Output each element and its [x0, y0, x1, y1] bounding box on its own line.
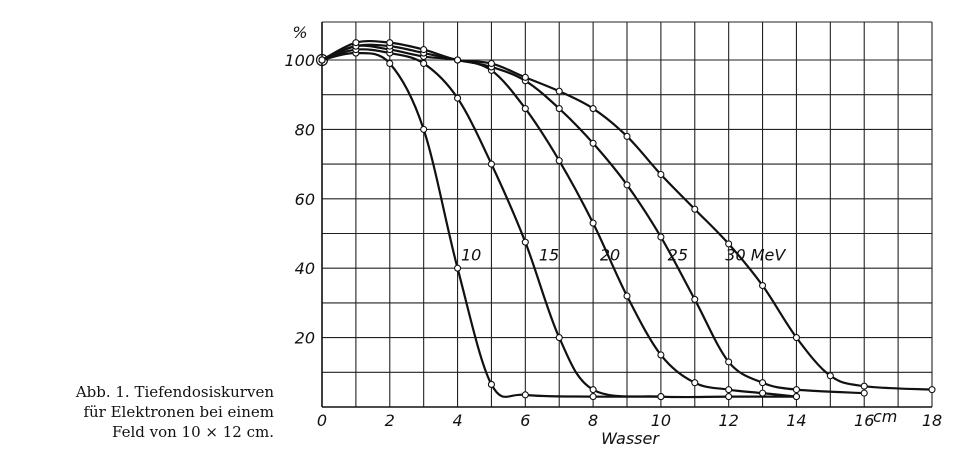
data-point	[759, 379, 767, 387]
x-tick-label: 10	[651, 411, 671, 430]
data-point	[318, 56, 326, 64]
data-point	[657, 351, 665, 359]
data-point	[487, 160, 495, 168]
data-point	[725, 386, 733, 394]
y-unit-label: %	[292, 23, 307, 42]
caption-line-1: Abb. 1. Tiefendosiskurven	[75, 383, 274, 401]
series-label: 15	[539, 245, 559, 264]
caption-line-3: Feld von 10 × 12 cm.	[111, 423, 274, 441]
y-tick-label: 20	[295, 329, 315, 348]
data-point	[521, 391, 529, 399]
data-point	[487, 59, 495, 68]
data-point	[386, 39, 394, 47]
caption-line-2: für Elektronen bei einem	[83, 403, 274, 421]
data-point	[589, 219, 597, 227]
x-tick-label: 18	[922, 411, 942, 430]
origin-marker	[315, 53, 329, 67]
data-point	[589, 139, 597, 147]
x-unit-label: cm	[873, 407, 897, 426]
data-point	[555, 87, 563, 95]
y-tick-labels: 20 40 60 80 100	[284, 51, 315, 348]
x-tick-label: 6	[520, 411, 530, 430]
x-tick-label: 16	[854, 411, 874, 430]
data-point	[555, 105, 563, 113]
data-point	[792, 334, 800, 342]
data-point	[589, 386, 597, 394]
x-axis-title: Wasser	[601, 429, 660, 448]
data-point	[555, 334, 563, 342]
data-point	[487, 380, 495, 388]
data-point	[725, 393, 733, 401]
data-point	[860, 389, 868, 397]
data-point	[386, 59, 394, 68]
x-tick-label: 12	[718, 411, 738, 430]
series-points	[315, 39, 936, 401]
chart-grid-horizontal	[322, 21, 932, 373]
x-tick-label: 2	[385, 411, 395, 430]
data-point	[759, 389, 767, 397]
data-point	[928, 386, 936, 394]
data-point	[521, 238, 529, 246]
data-point	[623, 181, 631, 189]
data-point	[623, 132, 631, 140]
y-tick-label: 40	[295, 259, 315, 278]
data-point	[454, 94, 462, 102]
data-point	[454, 56, 462, 64]
figure-caption: Abb. 1. Tiefendosiskurven für Elektronen…	[6, 382, 274, 442]
data-point	[420, 46, 428, 54]
x-tick-label: 8	[588, 411, 598, 430]
data-point	[589, 393, 597, 401]
data-point	[657, 393, 665, 401]
data-point	[623, 292, 631, 300]
data-point	[860, 382, 868, 390]
data-point	[352, 39, 360, 47]
y-tick-label: 60	[295, 190, 315, 209]
x-tick-labels: 0 2 4 6 8 10 12 14 16 18	[317, 411, 942, 430]
series-labels: 10 15 20 25 30 MeV	[461, 245, 786, 264]
y-tick-label: 100	[284, 51, 315, 70]
data-point	[521, 105, 529, 113]
chart-grid-vertical	[355, 22, 933, 407]
data-point	[826, 372, 834, 380]
data-point	[759, 281, 767, 290]
series-label: 20	[600, 245, 620, 264]
series-label: 30 MeV	[725, 245, 786, 264]
data-point	[691, 295, 699, 303]
y-tick-label: 80	[295, 120, 315, 139]
series-line	[321, 44, 797, 398]
series-label: 10	[461, 245, 481, 264]
data-point	[691, 379, 699, 387]
x-tick-label: 4	[452, 411, 462, 430]
data-point	[657, 170, 665, 179]
data-point	[792, 393, 800, 401]
data-point	[657, 233, 665, 241]
series-label: 25	[668, 245, 688, 264]
data-point	[555, 157, 563, 165]
data-point	[792, 386, 800, 394]
data-point	[725, 358, 733, 366]
data-point	[454, 264, 462, 272]
data-point	[420, 125, 428, 133]
x-tick-label: 0	[317, 411, 327, 430]
data-point	[691, 205, 699, 213]
series-line	[321, 43, 865, 395]
data-point	[589, 105, 597, 113]
data-point	[725, 240, 733, 248]
data-point	[420, 59, 428, 68]
x-tick-label: 14	[786, 411, 806, 430]
data-point	[521, 73, 529, 81]
